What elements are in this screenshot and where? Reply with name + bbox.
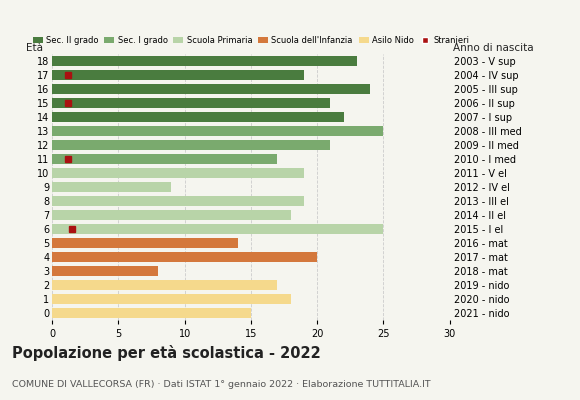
Bar xyxy=(52,266,158,276)
Bar xyxy=(52,210,291,220)
Text: Età: Età xyxy=(26,43,44,53)
Bar xyxy=(52,294,291,304)
Bar xyxy=(52,56,357,66)
Bar xyxy=(52,196,304,206)
Bar xyxy=(52,280,277,290)
Bar xyxy=(52,224,383,234)
Text: COMUNE DI VALLECORSA (FR) · Dati ISTAT 1° gennaio 2022 · Elaborazione TUTTITALIA: COMUNE DI VALLECORSA (FR) · Dati ISTAT 1… xyxy=(12,380,430,389)
Text: Anno di nascita: Anno di nascita xyxy=(454,43,534,53)
Bar xyxy=(52,308,251,318)
Bar xyxy=(52,168,304,178)
Bar xyxy=(52,182,172,192)
Bar xyxy=(52,252,317,262)
Bar xyxy=(52,126,383,136)
Bar xyxy=(52,84,370,94)
Legend: Sec. II grado, Sec. I grado, Scuola Primaria, Scuola dell'Infanzia, Asilo Nido, : Sec. II grado, Sec. I grado, Scuola Prim… xyxy=(32,36,469,44)
Bar xyxy=(52,140,331,150)
Bar xyxy=(52,238,238,248)
Bar xyxy=(52,112,343,122)
Bar xyxy=(52,70,304,80)
Bar xyxy=(52,154,277,164)
Text: Popolazione per età scolastica - 2022: Popolazione per età scolastica - 2022 xyxy=(12,345,320,361)
Bar xyxy=(52,98,331,108)
